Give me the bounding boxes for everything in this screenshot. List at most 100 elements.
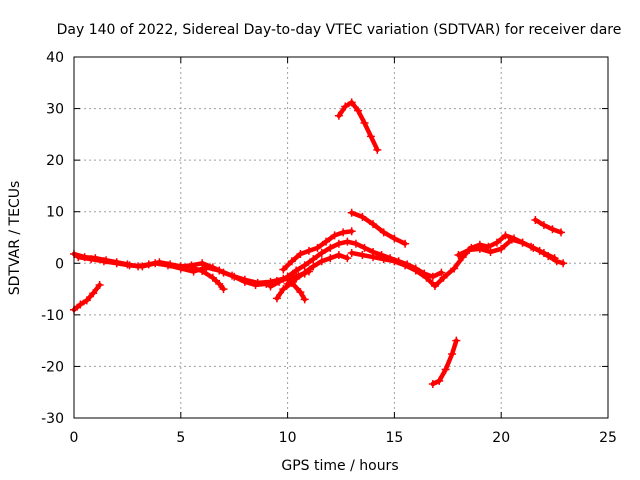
- data-point: [309, 262, 318, 271]
- data-point: [454, 251, 463, 260]
- data-point: [313, 243, 322, 252]
- data-point: [441, 365, 450, 374]
- data-point: [559, 259, 568, 268]
- x-tick-label: 20: [492, 430, 510, 446]
- data-point: [518, 238, 527, 247]
- data-point: [99, 257, 108, 266]
- data-point: [354, 106, 363, 115]
- data-point: [300, 268, 309, 277]
- data-point: [326, 243, 335, 252]
- data-point: [287, 257, 296, 266]
- data-point: [228, 271, 237, 280]
- data-point: [369, 220, 378, 229]
- data-point: [379, 228, 388, 237]
- y-tick-label: 10: [46, 205, 64, 221]
- x-tick-label: 15: [385, 430, 403, 446]
- data-point: [435, 376, 444, 385]
- data-point: [330, 231, 339, 240]
- data-point: [112, 259, 121, 268]
- data-point: [151, 259, 160, 268]
- data-point: [339, 228, 348, 237]
- data-point: [501, 231, 510, 240]
- x-axis-label: GPS time / hours: [281, 458, 398, 474]
- data-point: [531, 215, 540, 224]
- series-arc-8: [272, 278, 309, 304]
- data-point: [358, 212, 367, 221]
- data-point: [253, 278, 262, 287]
- data-point: [292, 266, 301, 275]
- data-point: [296, 250, 305, 259]
- data-point: [300, 261, 309, 270]
- x-tick-label: 5: [176, 430, 185, 446]
- data-point: [95, 280, 104, 289]
- data-point: [215, 279, 224, 288]
- data-point: [283, 272, 292, 281]
- y-tick-label: -10: [41, 308, 64, 324]
- data-point: [347, 227, 356, 236]
- data-point: [326, 254, 335, 263]
- y-tick-label: 20: [46, 153, 64, 169]
- data-point: [202, 263, 211, 272]
- data-point: [163, 261, 172, 270]
- data-point: [215, 266, 224, 275]
- y-tick-label: -20: [41, 359, 64, 375]
- data-point: [373, 145, 382, 154]
- data-point: [296, 288, 305, 297]
- data-point: [187, 263, 196, 272]
- data-point: [550, 254, 559, 263]
- data-point: [360, 119, 369, 128]
- data-point: [219, 285, 228, 294]
- data-point: [322, 237, 331, 246]
- data-point: [497, 244, 506, 253]
- data-point: [539, 248, 548, 257]
- data-point: [343, 254, 352, 263]
- data-point: [300, 295, 309, 304]
- data-point: [334, 251, 343, 260]
- data-point: [430, 281, 439, 290]
- data-point: [390, 257, 399, 266]
- data-point: [125, 261, 134, 270]
- data-point: [343, 237, 352, 246]
- y-tick-label: 40: [46, 50, 64, 66]
- data-point: [341, 102, 350, 111]
- data-point: [198, 259, 207, 268]
- data-point: [557, 228, 566, 237]
- grid-lines: [74, 57, 608, 418]
- data-point: [347, 98, 356, 107]
- series-arc-12: [454, 235, 559, 263]
- data-point: [366, 132, 375, 141]
- data-point: [240, 275, 249, 284]
- data-point: [347, 248, 356, 257]
- data-point: [317, 257, 326, 266]
- data-point: [369, 253, 378, 262]
- data-point: [279, 265, 288, 274]
- series-arc-4: [187, 263, 228, 294]
- data-point: [317, 248, 326, 257]
- y-axis-label: SDTVAR / TECUs: [7, 181, 23, 296]
- series-arc-1: [70, 280, 104, 314]
- series-trace: [533, 217, 564, 235]
- data-point: [450, 264, 459, 273]
- data-point: [529, 243, 538, 252]
- plot-frame: [73, 56, 609, 419]
- data-point: [448, 350, 457, 359]
- data-point: [279, 285, 288, 294]
- data-point: [452, 336, 461, 345]
- series-arc-13: [531, 215, 566, 237]
- data-point: [507, 235, 516, 244]
- data-point: [358, 251, 367, 260]
- data-point: [475, 244, 484, 253]
- data-point: [390, 234, 399, 243]
- data-point: [334, 239, 343, 248]
- y-tick-label: 30: [46, 102, 64, 118]
- data-point: [465, 245, 474, 254]
- data-point: [411, 266, 420, 275]
- data-point: [428, 272, 437, 281]
- data-point: [401, 239, 410, 248]
- data-point: [292, 274, 301, 283]
- data-series: [70, 98, 568, 388]
- data-point: [87, 255, 96, 264]
- data-point: [176, 264, 185, 273]
- data-point: [360, 243, 369, 252]
- data-point: [275, 277, 284, 286]
